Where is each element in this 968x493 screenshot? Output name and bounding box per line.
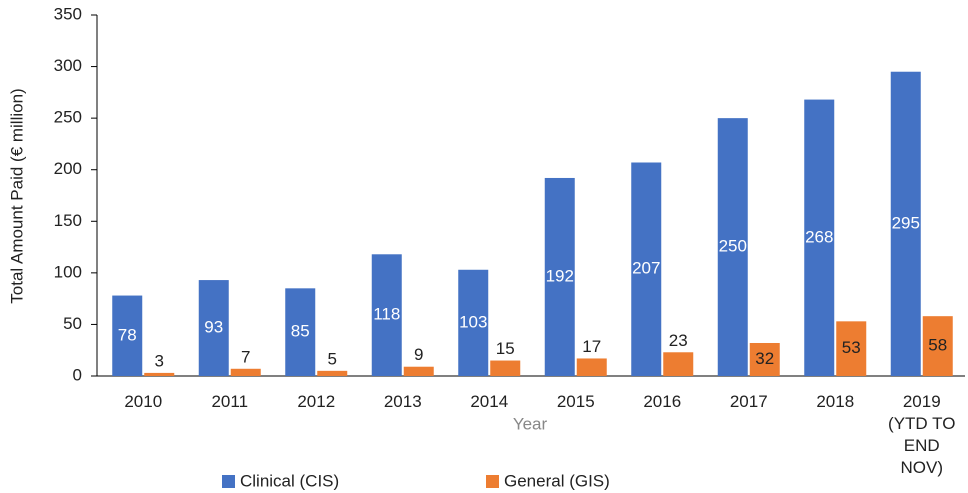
data-label: 3 xyxy=(155,351,164,370)
data-label: 118 xyxy=(373,305,400,324)
legend-label: General (GIS) xyxy=(504,471,610,490)
x-tick-label: 2015 xyxy=(556,392,595,411)
bar xyxy=(317,370,348,376)
bar xyxy=(112,295,143,376)
x-tick-label: 2018 xyxy=(816,392,855,411)
bar xyxy=(371,254,402,376)
bar xyxy=(717,118,748,377)
bar xyxy=(576,358,607,376)
bar xyxy=(631,162,662,376)
data-label: 78 xyxy=(118,325,137,344)
data-label: 85 xyxy=(291,322,310,341)
bar xyxy=(458,269,489,376)
x-tick-label: 2010 xyxy=(124,392,163,411)
legend-swatch xyxy=(486,475,499,488)
bar xyxy=(544,177,575,376)
y-tick-label: 50 xyxy=(63,314,82,333)
data-label: 207 xyxy=(632,259,660,278)
bar xyxy=(836,321,867,376)
bar xyxy=(198,280,229,376)
x-tick-label: 2019 (YTD TO END NOV) xyxy=(888,392,956,477)
bar xyxy=(230,368,261,376)
x-tick-label: 2017 xyxy=(729,392,768,411)
data-label: 5 xyxy=(328,349,337,368)
bar xyxy=(749,342,780,376)
y-tick-label: 350 xyxy=(54,4,82,23)
data-label: 7 xyxy=(241,347,250,366)
bar xyxy=(490,360,521,376)
data-label: 250 xyxy=(719,237,747,256)
y-tick-label: 300 xyxy=(54,56,82,75)
legend-swatch xyxy=(222,475,235,488)
data-label: 58 xyxy=(928,336,947,355)
data-label: 15 xyxy=(496,339,515,358)
y-tick-label: 250 xyxy=(54,108,82,127)
data-label: 17 xyxy=(582,337,601,356)
data-label: 53 xyxy=(842,338,861,357)
x-tick-label: 2011 xyxy=(211,392,249,411)
legend-label: Clinical (CIS) xyxy=(240,471,339,490)
bar xyxy=(285,288,316,376)
x-tick-label: 2014 xyxy=(470,392,509,411)
x-axis-title: Year xyxy=(513,414,548,433)
bar xyxy=(804,99,835,376)
x-tick-label: 2016 xyxy=(643,392,682,411)
bar xyxy=(663,352,694,376)
bar xyxy=(922,316,953,376)
x-tick-label: 2012 xyxy=(297,392,336,411)
data-label: 32 xyxy=(755,349,774,368)
y-tick-label: 150 xyxy=(54,211,82,230)
y-tick-label: 100 xyxy=(54,262,82,281)
y-tick-label: 200 xyxy=(54,159,82,178)
data-label: 192 xyxy=(546,266,574,285)
data-label: 23 xyxy=(669,331,688,350)
data-label: 295 xyxy=(892,213,920,232)
data-label: 268 xyxy=(805,227,833,246)
y-tick-label: 0 xyxy=(73,365,82,384)
bar xyxy=(890,71,921,376)
bar xyxy=(144,372,175,376)
y-axis-title: Total Amount Paid (€ million) xyxy=(7,88,26,303)
data-label: 93 xyxy=(204,318,223,337)
bar xyxy=(403,366,434,376)
data-label: 9 xyxy=(414,345,423,364)
x-tick-label: 2013 xyxy=(383,392,422,411)
data-label: 103 xyxy=(459,312,487,331)
